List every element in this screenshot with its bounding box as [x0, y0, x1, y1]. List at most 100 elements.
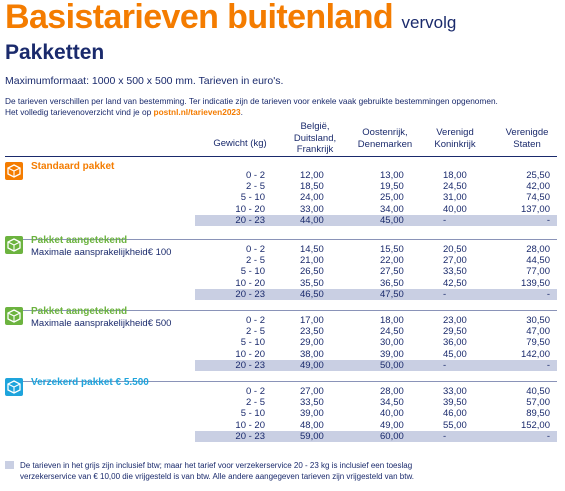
price-cell: 45,00 — [380, 214, 404, 226]
price-cell: 74,50 — [526, 192, 550, 204]
col-header-1: België, Duitsland, Frankrijk — [280, 121, 350, 156]
weight-cell: 0 - 2 — [245, 170, 265, 181]
price-cell: 57,00 — [526, 397, 550, 409]
package-icon — [5, 162, 23, 180]
col-header-1-line: Duitsland, — [293, 132, 337, 144]
price-cell: 42,50 — [443, 277, 467, 289]
price-cell: 36,50 — [380, 277, 404, 289]
price-cell: 12,00 — [300, 170, 324, 181]
table-row: 5 - 10 24,00 25,00 31,00 74,50 — [195, 192, 557, 203]
price-cell: 14,50 — [300, 244, 324, 255]
price-cell: 40,00 — [380, 408, 404, 420]
price-cell: 24,50 — [443, 181, 467, 193]
price-cell: 40,50 — [526, 386, 550, 397]
table-row: 2 - 5 21,00 22,00 27,00 44,50 — [195, 255, 557, 266]
weight-cell: 5 - 10 — [240, 337, 265, 349]
price-cell: 44,50 — [526, 255, 550, 267]
price-cell: 34,50 — [380, 397, 404, 409]
price-cell: 152,00 — [520, 419, 550, 431]
price-cell: - — [443, 214, 447, 226]
price-cell: 18,00 — [380, 315, 404, 326]
weight-cell: 20 - 23 — [235, 359, 265, 371]
table-row: 2 - 5 18,50 19,50 24,50 42,00 — [195, 181, 557, 192]
weight-cell: 2 - 5 — [245, 326, 265, 338]
price-cell: 28,00 — [526, 244, 550, 255]
weight-cell: 2 - 5 — [245, 397, 265, 409]
col-header-weight: Gewicht (kg) — [213, 138, 267, 149]
price-cell: 49,00 — [380, 419, 404, 431]
price-cell: 27,50 — [380, 266, 404, 278]
footnote-line-1: De tarieven in het grijs zijn inclusief … — [20, 461, 413, 470]
tariff-link[interactable]: postnl.nl/tarieven2023 — [153, 107, 241, 117]
table-row: 2 - 5 23,50 24,50 29,50 47,00 — [195, 326, 557, 337]
price-cell: 49,00 — [300, 359, 324, 371]
weight-cell: 5 - 10 — [240, 192, 265, 204]
weight-cell: 10 - 20 — [235, 348, 265, 360]
price-cell: 17,00 — [300, 315, 324, 326]
table-row: 5 - 10 29,00 30,00 36,00 79,50 — [195, 337, 557, 348]
price-cell: 79,50 — [526, 337, 550, 349]
product-name: Pakket aangetekend — [31, 306, 128, 317]
price-cell: - — [443, 288, 447, 300]
weight-cell: 0 - 2 — [245, 386, 265, 397]
price-cell: 31,00 — [443, 192, 467, 204]
col-header-2: Oostenrijk, Denemarken — [350, 127, 420, 150]
header-rule — [5, 156, 557, 157]
price-cell: - — [443, 359, 447, 371]
col-header-2-line: Denemarken — [357, 138, 413, 150]
price-cell: 39,50 — [443, 397, 467, 409]
price-cell: 20,50 — [443, 244, 467, 255]
price-cell: 77,00 — [526, 266, 550, 278]
price-cell: 23,50 — [300, 326, 324, 338]
table-row: 5 - 10 26,50 27,50 33,50 77,00 — [195, 266, 557, 277]
table-row: 10 - 20 38,00 39,00 45,00 142,00 — [195, 349, 557, 360]
price-cell: 36,00 — [443, 337, 467, 349]
price-cell: 45,00 — [443, 348, 467, 360]
table-row: 5 - 10 39,00 40,00 46,00 89,50 — [195, 408, 557, 419]
price-cell: 47,00 — [526, 326, 550, 338]
col-header-4-line: Verenigde — [505, 127, 549, 138]
section-divider — [5, 310, 557, 311]
price-cell: 89,50 — [526, 408, 550, 420]
price-cell: 29,00 — [300, 337, 324, 349]
price-cell: 34,00 — [380, 203, 404, 215]
price-cell: 137,00 — [520, 203, 550, 215]
footnote: De tarieven in het grijs zijn inclusief … — [20, 460, 545, 482]
price-cell: 13,00 — [380, 170, 404, 181]
product-liability: Maximale aansprakelijkheid€ 500 — [31, 318, 172, 329]
price-cell: 33,50 — [443, 266, 467, 278]
price-cell: 44,00 — [300, 214, 324, 226]
price-cell: 55,00 — [443, 419, 467, 431]
price-cell: 15,50 — [380, 244, 404, 255]
col-header-4: Verenigde Staten — [492, 127, 562, 150]
intro-line-2-suffix: . — [240, 107, 243, 117]
weight-cell: 2 - 5 — [245, 181, 265, 193]
table-row: 20 - 23 44,00 45,00 - - — [195, 214, 557, 226]
intro-text: De tarieven verschillen per land van bes… — [5, 96, 498, 118]
price-cell: 18,00 — [443, 170, 467, 181]
col-header-4-line: Staten — [513, 138, 541, 150]
intro-line-2-prefix: Het volledig tarievenoverzicht vind je o… — [5, 107, 154, 117]
title-main: Basistarieven buitenland — [5, 0, 394, 36]
footnote-line-2: verzekerservice van € 10,00 die vrijgest… — [20, 472, 415, 481]
weight-cell: 20 - 23 — [235, 430, 265, 442]
intro-line-1: De tarieven verschillen per land van bes… — [5, 96, 498, 106]
table-row: 10 - 20 33,00 34,00 40,00 137,00 — [195, 204, 557, 215]
table-row: 10 - 20 35,50 36,50 42,50 139,50 — [195, 278, 557, 289]
price-cell: 59,00 — [300, 430, 324, 442]
section-divider — [5, 239, 557, 240]
price-cell: 142,00 — [520, 348, 550, 360]
section-title: Pakketten — [5, 41, 105, 64]
col-header-1-line: Frankrijk — [296, 144, 334, 155]
price-cell: 30,00 — [380, 337, 404, 349]
price-cell: 26,50 — [300, 266, 324, 278]
weight-cell: 0 - 2 — [245, 244, 265, 255]
price-cell: 35,50 — [300, 277, 324, 289]
col-header-2-line: Oostenrijk, — [362, 127, 408, 138]
col-header-3-line: Verenigd — [436, 127, 474, 138]
insured-package-icon — [5, 378, 23, 396]
max-format-note: Maximumformaat: 1000 x 500 x 500 mm. Tar… — [5, 75, 284, 87]
price-cell: 60,00 — [380, 430, 404, 442]
table-row: 10 - 20 48,00 49,00 55,00 152,00 — [195, 420, 557, 431]
section-divider — [5, 381, 557, 382]
